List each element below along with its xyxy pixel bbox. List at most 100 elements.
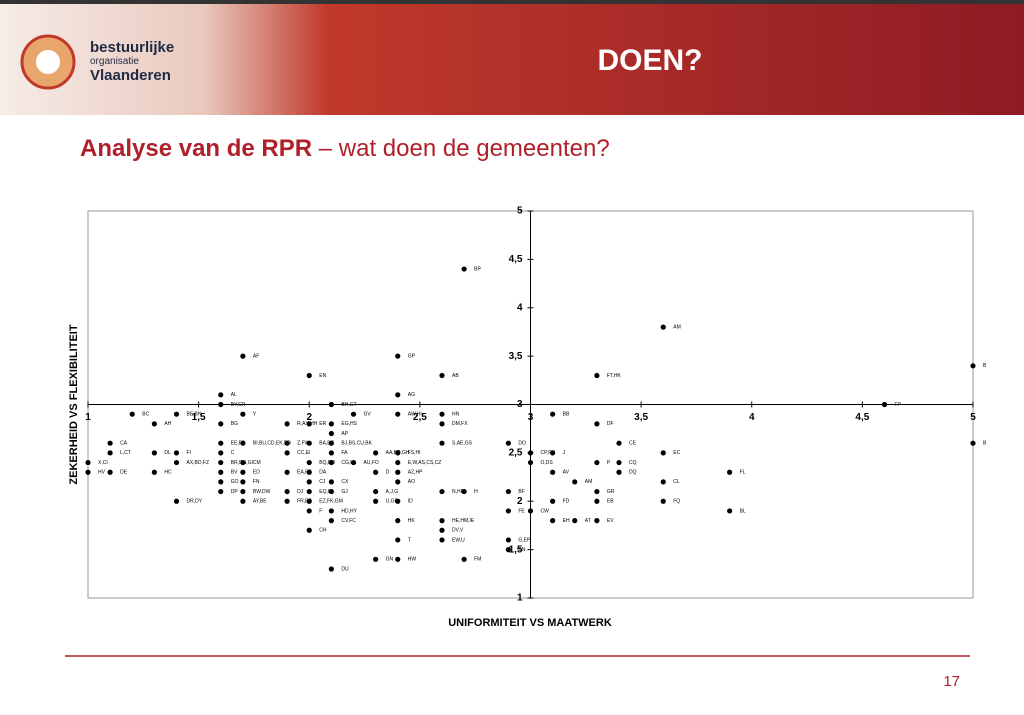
point <box>218 392 224 398</box>
point-label: BA,BE <box>319 441 334 447</box>
x-tick-label: 2,5 <box>413 412 427 423</box>
point-label: X,CI <box>98 460 108 466</box>
point-label: HN <box>452 412 460 418</box>
point-label: FP <box>895 402 902 408</box>
point-label: DQ <box>629 470 637 476</box>
point-label: F <box>319 508 322 514</box>
point-label: EV <box>607 518 614 524</box>
point-label: HW <box>408 557 417 563</box>
point-label: DO <box>518 441 526 447</box>
point-label: N,HR <box>452 489 465 495</box>
point-label: EN <box>319 373 326 379</box>
point-label: BV <box>231 470 238 476</box>
point <box>373 488 379 495</box>
header-band <box>0 0 1024 115</box>
point <box>306 498 312 504</box>
point-label: G,EP <box>518 537 531 543</box>
point <box>240 353 246 359</box>
point <box>373 498 379 504</box>
point <box>970 363 976 369</box>
point <box>373 469 379 475</box>
point <box>572 479 578 485</box>
point <box>395 498 401 504</box>
point <box>328 440 334 446</box>
point <box>85 469 91 475</box>
point-label: O,DS <box>541 460 554 466</box>
point <box>373 556 379 562</box>
point <box>616 459 622 466</box>
point-label: AU,FO <box>364 460 379 466</box>
point-label: CC,EI <box>297 450 310 456</box>
point <box>218 459 224 466</box>
point-label: HV <box>98 470 106 476</box>
point <box>107 469 113 475</box>
point <box>284 440 290 446</box>
point-label: HE,HM,IE <box>452 518 475 524</box>
point <box>107 450 113 456</box>
point <box>616 440 622 446</box>
page-number: 17 <box>943 673 960 690</box>
point-label: AM <box>673 324 681 330</box>
point-label: EG,HS <box>341 421 357 427</box>
point <box>505 508 511 514</box>
point-label: EW,U <box>452 537 465 543</box>
point-label: EE,FB <box>231 441 246 447</box>
point-label: HK <box>408 518 416 524</box>
point-label: FS,HI <box>408 450 421 456</box>
point <box>594 498 600 504</box>
point-label: B <box>983 441 987 447</box>
point-label: L,CT <box>120 450 131 456</box>
point <box>439 518 445 524</box>
point <box>306 508 312 514</box>
point-label: DL <box>164 450 171 456</box>
point <box>240 459 246 466</box>
point <box>240 479 246 485</box>
point <box>328 566 334 572</box>
point-label: BJ,BS,CU,BK <box>341 441 372 447</box>
point-label: EQ,BI <box>319 489 332 495</box>
x-tick-label: 2 <box>306 412 312 423</box>
point <box>660 450 666 456</box>
point <box>660 498 666 504</box>
point <box>306 440 312 446</box>
y-tick-label: 4,5 <box>509 254 523 265</box>
point-label: DA <box>319 470 327 476</box>
point <box>151 469 157 475</box>
point <box>572 518 578 524</box>
point-label: GR <box>607 489 615 495</box>
point <box>439 411 445 417</box>
point <box>505 488 511 495</box>
point <box>727 469 733 475</box>
x-tick-label: 1 <box>85 412 91 423</box>
heading-rest: – wat doen de gemeenten? <box>319 135 610 162</box>
x-tick-label: 4,5 <box>855 412 869 423</box>
point-label: C <box>231 450 235 456</box>
point-label: DM,FX <box>452 421 468 427</box>
point-label: CE <box>629 441 637 447</box>
header-edge <box>0 0 1024 4</box>
point-label: BH,GT <box>341 402 356 408</box>
point-label: ID <box>408 499 413 505</box>
point <box>85 459 91 466</box>
point-label: CH <box>319 528 327 534</box>
point <box>328 479 334 485</box>
point-label: AL <box>231 392 237 398</box>
point-label: U,GF <box>386 499 398 505</box>
point-label: DF <box>607 421 614 427</box>
point-label: AF <box>253 353 259 359</box>
point <box>505 440 511 446</box>
point <box>439 421 445 427</box>
point <box>218 488 224 495</box>
point-label: FA <box>341 450 348 456</box>
point <box>240 440 246 446</box>
point-label: ER <box>319 421 326 427</box>
point-label: FL <box>740 470 746 476</box>
point-label: DV,V <box>452 528 464 534</box>
point-label: CG,HL <box>341 460 357 466</box>
point <box>107 440 113 446</box>
x-tick-label: 5 <box>970 412 976 423</box>
point-label: HC <box>164 470 172 476</box>
x-tick-label: 3,5 <box>634 412 648 423</box>
y-tick-label: 3,5 <box>509 351 523 362</box>
